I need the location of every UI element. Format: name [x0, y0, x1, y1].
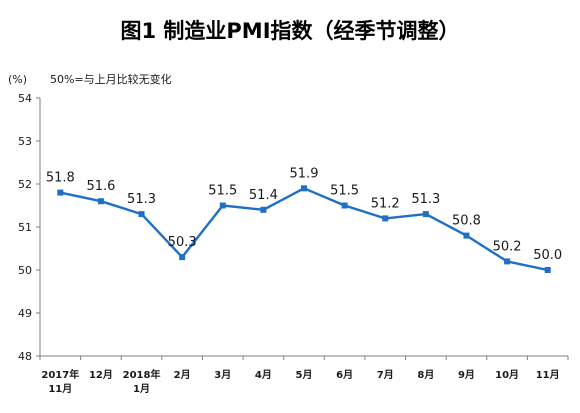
x-tick-label: 8月: [417, 369, 434, 381]
x-tick-label-line: 9月: [458, 369, 475, 381]
y-tick-label: 52: [18, 178, 32, 191]
data-label: 51.9: [290, 166, 319, 181]
x-tick-label-line: 6月: [336, 369, 353, 381]
x-tick-label: 4月: [255, 369, 272, 381]
y-tick-label: 51: [18, 221, 32, 234]
x-axis-ticks: 2017年 11月 12月 2018年 1月 2月 3月 4月 5月 6月 7月 8月 9月 10月 11月: [39, 356, 569, 395]
x-tick-label: 9月: [458, 369, 475, 381]
data-label: 50.8: [452, 214, 481, 229]
y-axis-ticks: 48 49 50 51 52 53 54: [18, 92, 40, 363]
x-tick-label-line: 2017年: [41, 368, 79, 381]
reference-note: 50%=与上月比较无变化: [50, 72, 172, 86]
y-unit-label: (%): [8, 73, 27, 86]
x-tick-label-line: 4月: [255, 369, 272, 381]
x-tick-label-line: 5月: [296, 369, 313, 381]
data-point-marker: [179, 254, 186, 261]
x-tick-label-line: 11月: [536, 369, 560, 381]
x-tick-label-line: 2月: [174, 369, 191, 381]
data-point-marker: [341, 202, 348, 209]
y-tick-label: 54: [18, 92, 32, 105]
x-tick-label: 2018年 1月: [123, 368, 161, 395]
data-label: 51.3: [411, 192, 440, 207]
x-tick-label-line: 10月: [495, 369, 519, 381]
data-point-marker: [57, 189, 64, 196]
data-label: 51.6: [86, 179, 115, 194]
x-tick-label-line: 8月: [417, 369, 434, 381]
x-tick-label-line: 2018年: [123, 368, 161, 381]
series-group: 51.8 51.6 51.3 50.3 51.5 51.4 51.9 51.5 51.2 51.3…: [46, 166, 562, 273]
data-label: 51.5: [208, 184, 237, 199]
data-point-marker: [544, 267, 551, 273]
y-tick-label: 48: [18, 350, 32, 363]
x-tick-label-line: 11月: [48, 383, 72, 395]
x-tick-label: 2017年 11月: [41, 368, 79, 395]
data-label: 50.0: [533, 248, 562, 263]
x-tick-label: 3月: [214, 369, 231, 381]
y-tick-label: 53: [18, 135, 32, 148]
data-point-marker: [219, 202, 226, 209]
x-tick-label-line: 3月: [214, 369, 231, 381]
data-point-marker: [97, 198, 104, 205]
x-tick-label-line: 1月: [133, 383, 150, 395]
x-tick-label: 7月: [377, 369, 394, 381]
data-point-marker: [504, 258, 511, 265]
axes: [39, 98, 568, 357]
data-point-marker: [463, 232, 470, 239]
chart-title: 图1 制造业PMI指数（经季节调整）: [120, 19, 459, 43]
x-tick-label: 11月: [536, 369, 560, 381]
data-point-marker: [301, 185, 307, 192]
data-label: 50.2: [493, 239, 522, 254]
x-tick-label: 2月: [174, 369, 191, 381]
y-tick-label: 50: [18, 264, 32, 277]
data-label: 51.3: [127, 192, 156, 207]
data-label: 51.5: [330, 184, 359, 199]
x-tick-label-line: 7月: [377, 369, 394, 381]
data-label: 50.3: [168, 235, 197, 250]
data-point-marker: [260, 206, 267, 213]
data-point-marker: [422, 211, 429, 218]
x-tick-label: 12月: [89, 369, 113, 381]
data-label: 51.4: [249, 188, 278, 203]
x-tick-label: 6月: [336, 369, 353, 381]
x-tick-label-line: 12月: [89, 369, 113, 381]
x-tick-label: 5月: [296, 369, 313, 381]
data-label: 51.8: [46, 171, 75, 186]
data-point-marker: [138, 211, 145, 218]
x-tick-label: 10月: [495, 369, 519, 381]
data-point-marker: [382, 215, 389, 222]
y-tick-label: 49: [18, 307, 32, 320]
data-label: 51.2: [371, 196, 400, 211]
